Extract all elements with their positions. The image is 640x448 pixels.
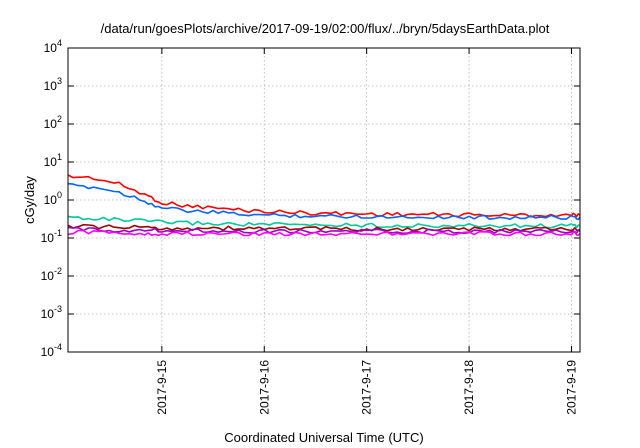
y-tick-base: 10 [41, 307, 55, 321]
y-tick-base: 10 [44, 155, 58, 169]
series-line-4 [67, 223, 581, 232]
series-line-1 [67, 174, 581, 218]
y-tick-base: 10 [44, 117, 58, 131]
y-tick-exponent: -2 [54, 266, 62, 276]
x-tick-label: 2017-9-16 [257, 360, 271, 415]
y-tick-exponent: 2 [57, 114, 62, 124]
series-line-3 [67, 215, 581, 229]
x-tick-label: 2017-9-19 [564, 360, 578, 415]
y-tick-label: 10-1 [41, 228, 62, 245]
chart-title: /data/run/goesPlots/archive/2017-09-19/0… [101, 21, 550, 36]
y-tick-exponent: 0 [57, 190, 62, 200]
y-tick-label: 10-2 [41, 266, 62, 283]
y-axis-label: cGy/day [22, 176, 37, 224]
x-tick-label: 2017-9-18 [462, 360, 476, 415]
y-tick-label: 103 [44, 76, 62, 93]
y-tick-label: 100 [44, 190, 62, 207]
y-tick-exponent: 1 [57, 152, 62, 162]
x-tick-label: 2017-9-15 [155, 360, 169, 415]
y-tick-base: 10 [41, 345, 55, 359]
x-tick-label: 2017-9-17 [360, 360, 374, 415]
y-tick-exponent: -4 [54, 342, 62, 352]
y-tick-exponent: 4 [57, 38, 62, 48]
series-line-5 [67, 226, 581, 235]
y-tick-exponent: -1 [54, 228, 62, 238]
y-tick-base: 10 [44, 41, 58, 55]
series-layer [67, 174, 581, 237]
y-tick-label: 104 [44, 38, 62, 55]
y-tick-label: 10-3 [41, 304, 62, 321]
y-tick-base: 10 [44, 79, 58, 93]
x-axis: 2017-9-15 2017-9-16 2017-9-17 2017-9-18 2017… [155, 48, 578, 415]
grid [68, 47, 580, 353]
y-tick-label: 102 [44, 114, 62, 131]
series-line-2 [67, 182, 581, 221]
y-tick-base: 10 [41, 231, 55, 245]
series-line-6 [67, 229, 581, 237]
x-axis-label: Coordinated Universal Time (UTC) [224, 430, 423, 445]
y-tick-base: 10 [41, 269, 55, 283]
y-tick-label: 101 [44, 152, 62, 169]
y-tick-label: 10-4 [41, 342, 62, 359]
y-tick-base: 10 [44, 193, 58, 207]
y-tick-exponent: 3 [57, 76, 62, 86]
y-tick-exponent: -3 [54, 304, 62, 314]
